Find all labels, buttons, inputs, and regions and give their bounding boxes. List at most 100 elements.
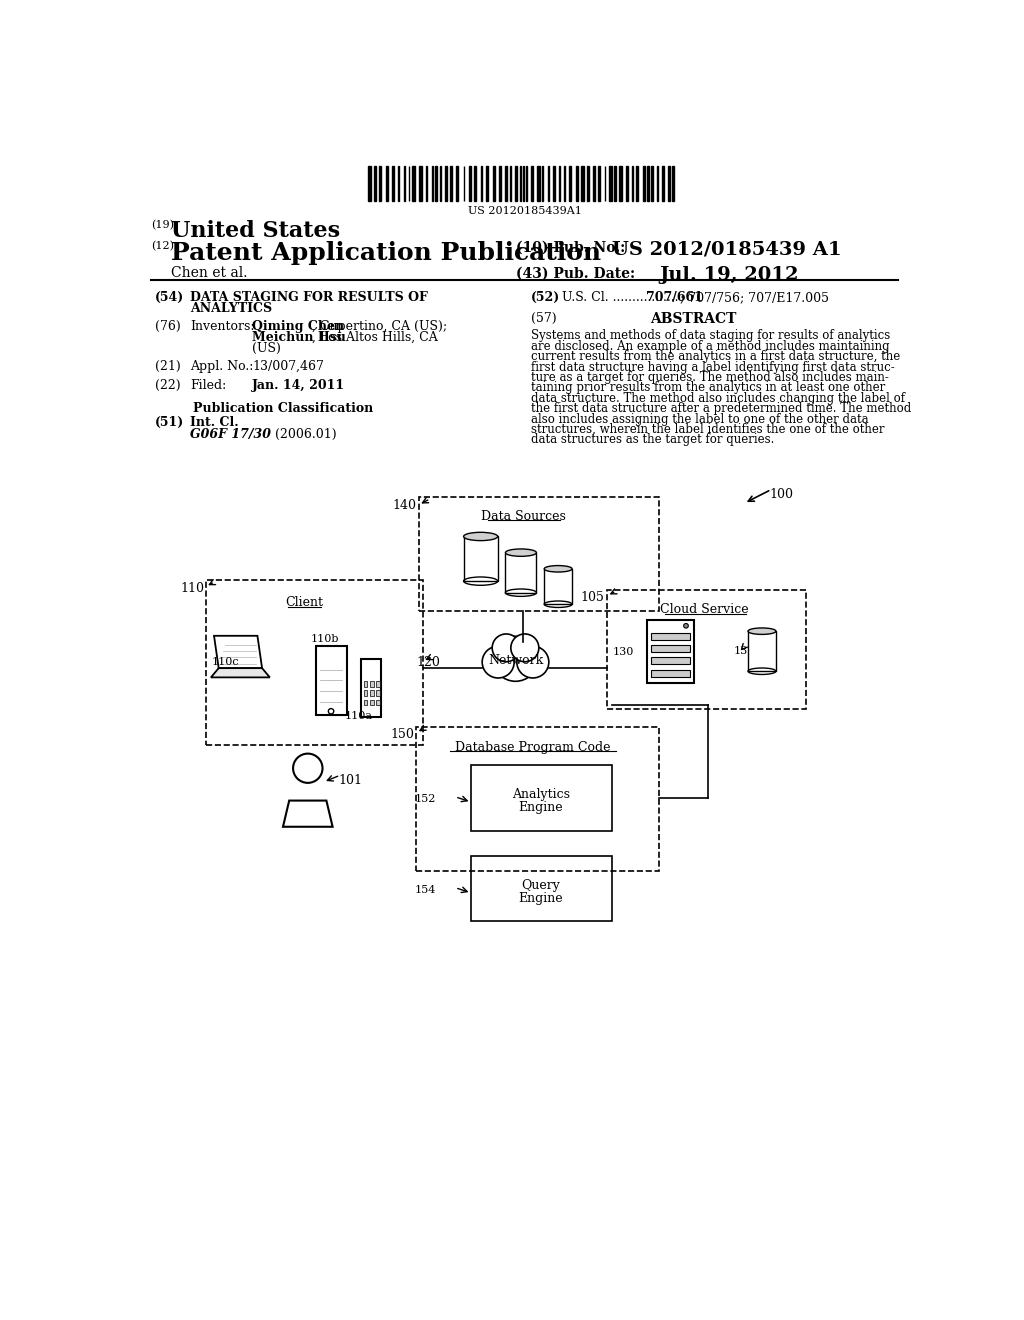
Bar: [651, 632, 690, 640]
Bar: [360, 659, 381, 718]
Text: Engine: Engine: [519, 801, 563, 814]
Bar: [559, 166, 560, 201]
Text: Int. Cl.: Int. Cl.: [190, 416, 239, 429]
Bar: [506, 553, 537, 593]
Bar: [647, 166, 649, 201]
Bar: [451, 166, 452, 201]
Text: (52): (52): [531, 290, 560, 304]
Text: Filed:: Filed:: [190, 379, 226, 392]
Text: 105: 105: [581, 591, 604, 605]
Ellipse shape: [506, 549, 537, 556]
Circle shape: [493, 636, 539, 681]
Bar: [391, 166, 394, 201]
Bar: [587, 166, 589, 201]
Text: 110: 110: [180, 582, 204, 595]
Text: U.S. Cl. .................: U.S. Cl. .................: [562, 290, 679, 304]
Text: G06F 17/30: G06F 17/30: [190, 428, 271, 441]
Circle shape: [517, 647, 549, 678]
Bar: [206, 581, 423, 744]
Text: (51): (51): [155, 416, 184, 429]
Bar: [647, 619, 693, 682]
Bar: [672, 166, 674, 201]
Bar: [486, 166, 488, 201]
Text: ABSTRACT: ABSTRACT: [650, 313, 737, 326]
Bar: [370, 700, 374, 705]
Text: Inventors:: Inventors:: [190, 321, 255, 333]
Bar: [370, 690, 374, 696]
Text: the first data structure after a predetermined time. The method: the first data structure after a predete…: [531, 403, 911, 414]
Text: Database Program Code: Database Program Code: [455, 741, 610, 754]
Bar: [538, 166, 540, 201]
Polygon shape: [211, 668, 270, 677]
Bar: [413, 166, 415, 201]
Bar: [445, 166, 446, 201]
Bar: [419, 498, 658, 611]
Bar: [370, 681, 374, 686]
Text: Data Sources: Data Sources: [481, 510, 565, 523]
Text: 101: 101: [339, 775, 362, 788]
Text: 140: 140: [392, 499, 417, 512]
Bar: [662, 166, 664, 201]
Text: Publication Classification: Publication Classification: [193, 401, 373, 414]
Bar: [609, 166, 611, 201]
Text: 135: 135: [734, 645, 756, 656]
Text: United States: United States: [171, 220, 340, 242]
Bar: [426, 166, 427, 201]
Text: also includes assigning the label to one of the other data: also includes assigning the label to one…: [531, 412, 868, 425]
Bar: [464, 536, 498, 581]
Bar: [420, 166, 422, 201]
Text: 154: 154: [415, 886, 436, 895]
Bar: [544, 569, 572, 605]
Bar: [554, 166, 555, 201]
Bar: [598, 166, 600, 201]
Text: ; 707/756; 707/E17.005: ; 707/756; 707/E17.005: [680, 290, 828, 304]
Bar: [506, 166, 507, 201]
Bar: [582, 166, 584, 201]
Ellipse shape: [464, 532, 498, 541]
Bar: [593, 166, 595, 201]
Bar: [386, 166, 388, 201]
Bar: [315, 645, 346, 715]
Bar: [607, 590, 806, 709]
Bar: [471, 857, 612, 921]
Bar: [364, 700, 368, 705]
Bar: [435, 166, 437, 201]
Text: (54): (54): [155, 290, 184, 304]
Text: current results from the analytics in a first data structure, the: current results from the analytics in a …: [531, 350, 900, 363]
Ellipse shape: [544, 565, 572, 572]
Text: Network: Network: [487, 653, 543, 667]
Text: US 2012/0185439 A1: US 2012/0185439 A1: [612, 240, 842, 259]
Text: ture as a target for queries. The method also includes main-: ture as a target for queries. The method…: [531, 371, 889, 384]
Text: Jul. 19, 2012: Jul. 19, 2012: [658, 267, 799, 284]
Bar: [748, 631, 776, 671]
Text: 120: 120: [417, 656, 440, 669]
Text: (21): (21): [155, 360, 181, 374]
Text: Qiming Chen: Qiming Chen: [252, 321, 344, 333]
Text: first data structure having a label identifying first data struc-: first data structure having a label iden…: [531, 360, 895, 374]
Text: Jan. 14, 2011: Jan. 14, 2011: [252, 379, 345, 392]
Text: Systems and methods of data staging for results of analytics: Systems and methods of data staging for …: [531, 330, 890, 342]
Text: (57): (57): [531, 313, 557, 326]
Text: , Cupertino, CA (US);: , Cupertino, CA (US);: [312, 321, 447, 333]
Bar: [376, 700, 380, 705]
Bar: [417, 726, 658, 871]
Bar: [569, 166, 571, 201]
Ellipse shape: [748, 628, 776, 635]
Text: Meichun Hsu: Meichun Hsu: [252, 331, 346, 345]
Text: 110a: 110a: [345, 711, 373, 721]
Bar: [515, 166, 517, 201]
Circle shape: [493, 634, 520, 661]
Text: (43) Pub. Date:: (43) Pub. Date:: [515, 267, 635, 280]
Text: taining prior results from the analytics in at least one other: taining prior results from the analytics…: [531, 381, 886, 395]
Bar: [469, 166, 471, 201]
Text: 110b: 110b: [311, 635, 339, 644]
Bar: [456, 166, 458, 201]
Text: Patent Application Publication: Patent Application Publication: [171, 240, 601, 265]
Bar: [500, 166, 501, 201]
Bar: [364, 681, 368, 686]
Circle shape: [684, 623, 688, 628]
Bar: [471, 766, 612, 830]
Text: (2006.01): (2006.01): [275, 428, 337, 441]
Text: structures, wherein the label identifies the one of the other: structures, wherein the label identifies…: [531, 422, 885, 436]
Text: Appl. No.:: Appl. No.:: [190, 360, 253, 374]
